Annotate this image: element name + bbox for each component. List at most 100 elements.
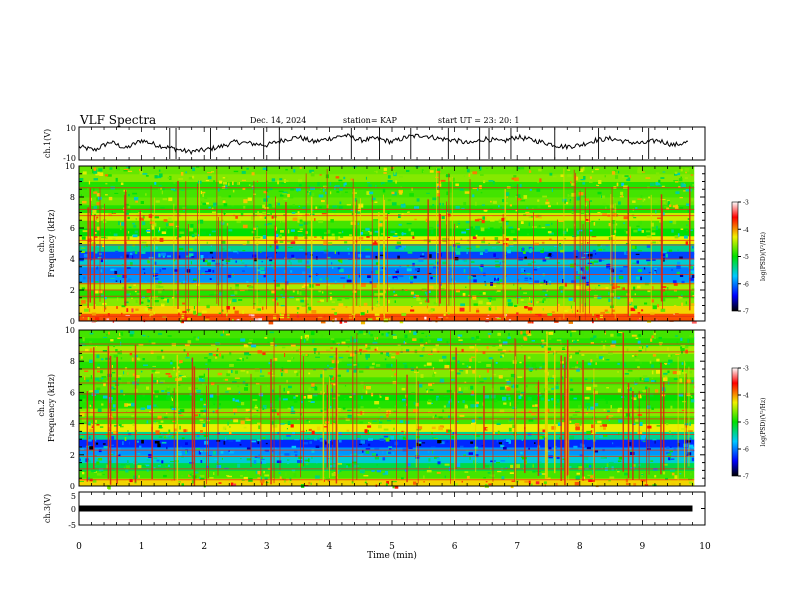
ch1-spec-speckle [498,219,503,223]
ch2-spec-speckle [96,423,100,426]
ch1-spec-speckle [96,218,100,223]
ch2-spec-speckle [260,458,265,460]
ch1-spec-speckle [573,223,576,227]
ch1-spec-speckle [663,201,666,204]
ch1-spec-speckle [466,247,472,250]
ch1-spec-speckle [430,205,433,208]
ch1-spec-speckle [204,196,208,199]
ch1-spec-speckle [135,308,139,311]
ch2-spec-speckle [494,460,496,462]
ch2-spec-speckle [522,333,528,336]
ch2-spec-speckle [360,351,362,355]
ch2-spec-speckle [484,464,489,468]
ch2-spec-speckle [385,437,390,442]
ch1-spec-speckle [299,248,303,251]
ch2-spec-speckle [570,378,573,382]
ch2-spec-speckle [599,356,604,360]
ch2-spec-speckle [677,442,680,447]
ch2-spec-speckle [528,480,531,485]
ch2-spec-speckle [571,366,576,369]
ch1-spec-speckle [372,242,378,246]
ch2-spec-speckle [667,453,672,457]
ch2-spec-speckle [651,364,654,368]
ch2-spec-speckle [483,377,487,380]
ch2-spec-speckle [427,450,430,454]
ch1-spec-speckle [368,184,372,187]
ch2-spec-speckle [371,470,375,472]
ch1-spec-speckle [251,222,253,224]
ch2-spec-speckle [630,449,633,453]
ch2-spec-speckle [689,422,691,426]
ch1-spec-speckle [171,297,175,299]
ch2-spec-speckle [201,378,205,382]
ch2-spec-speckle [576,367,580,372]
ch1-spec-speckle [637,319,642,321]
ch2-spec-speckle [135,375,140,378]
ch2-spec-speckle [617,460,622,463]
ch2-spec-speckle [79,481,84,482]
ch2-spec-speckle [198,413,201,417]
ch2-spec-speckle [244,352,250,356]
ch2-spec-speckle [520,391,526,395]
ch2-spec-speckle [359,421,364,424]
ch2-spec-speckle [267,341,270,343]
ch2-spec-speckle [475,401,479,404]
ch1-spec-speckle [624,251,628,255]
ch1-spec-speckle [321,236,324,240]
ch1-spec-speckle [599,245,602,247]
ch2-spec-speckle [196,389,201,392]
ch2-spec-speckle [287,459,290,461]
ch1-spec-speckle [558,220,564,222]
ch2-spec-speckle [428,383,432,387]
ch2-spec-speckle [287,421,291,425]
ch1-spec-speckle [535,274,538,277]
ch2-spec-speckle [590,359,593,363]
ch1-spec-speckle [152,256,156,259]
ch1-spec-speckle [517,228,520,231]
ch2-spec-speckle [181,437,185,440]
ch1-spec-speckle [394,233,398,235]
ch1-spec-speckle [540,250,544,253]
ch1-spec-ytick-label: 8 [70,193,75,202]
ch1-spec-speckle [178,178,184,180]
ch1-spec-speckle [471,275,477,277]
ch2-spec-speckle [261,456,264,459]
ch1-spec-speckle [395,271,399,274]
ch1-spec-speckle [347,247,350,250]
ch2-spec-speckle [88,460,92,463]
ch1-spec-speckle [552,176,557,178]
ch1-spec-speckle [380,232,384,235]
ch1-spec-speckle [200,255,204,259]
ch2-spec-speckle [404,364,408,369]
ch1-spec-speckle [211,260,216,262]
ch2-spec-speckle [240,338,246,342]
ch2-spec-speckle [684,362,686,366]
ch2-spec-speckle [637,406,641,409]
ch2-spec-speckle [561,376,564,380]
ch1-spec-speckle [287,240,292,243]
ch1-spec-speckle [581,256,586,259]
ch1-spec-speckle [324,232,328,234]
ch2-spec-speckle [416,366,418,370]
ch2-spec-speckle [344,416,350,418]
ch1-spec-speckle [604,309,608,312]
ch2-spec-speckle [304,339,306,343]
ch1-spec-speckle [82,276,86,280]
ch2-spec-speckle [327,364,329,367]
ch2-spec-speckle [538,392,541,395]
ch2-spec-speckle [479,381,484,383]
ch1-spec-speckle [579,267,584,272]
ch2-spec-speckle [168,429,171,433]
ch2-spec-speckle [200,460,203,463]
ch2-spec-speckle [122,441,124,445]
ch1-spec-speckle [605,287,609,289]
ch2-spec-speckle [689,437,692,440]
ch2-spec-speckle [87,439,92,442]
ch1-spec-speckle [284,180,289,182]
ch2-spec-speckle [598,434,603,438]
ch1-spec-speckle [424,316,427,320]
ch1-spec-speckle [104,296,107,300]
ch2-spec-speckle [462,363,465,365]
ch1-spec-speckle [474,219,480,222]
ch2-spec-speckle [589,465,592,468]
